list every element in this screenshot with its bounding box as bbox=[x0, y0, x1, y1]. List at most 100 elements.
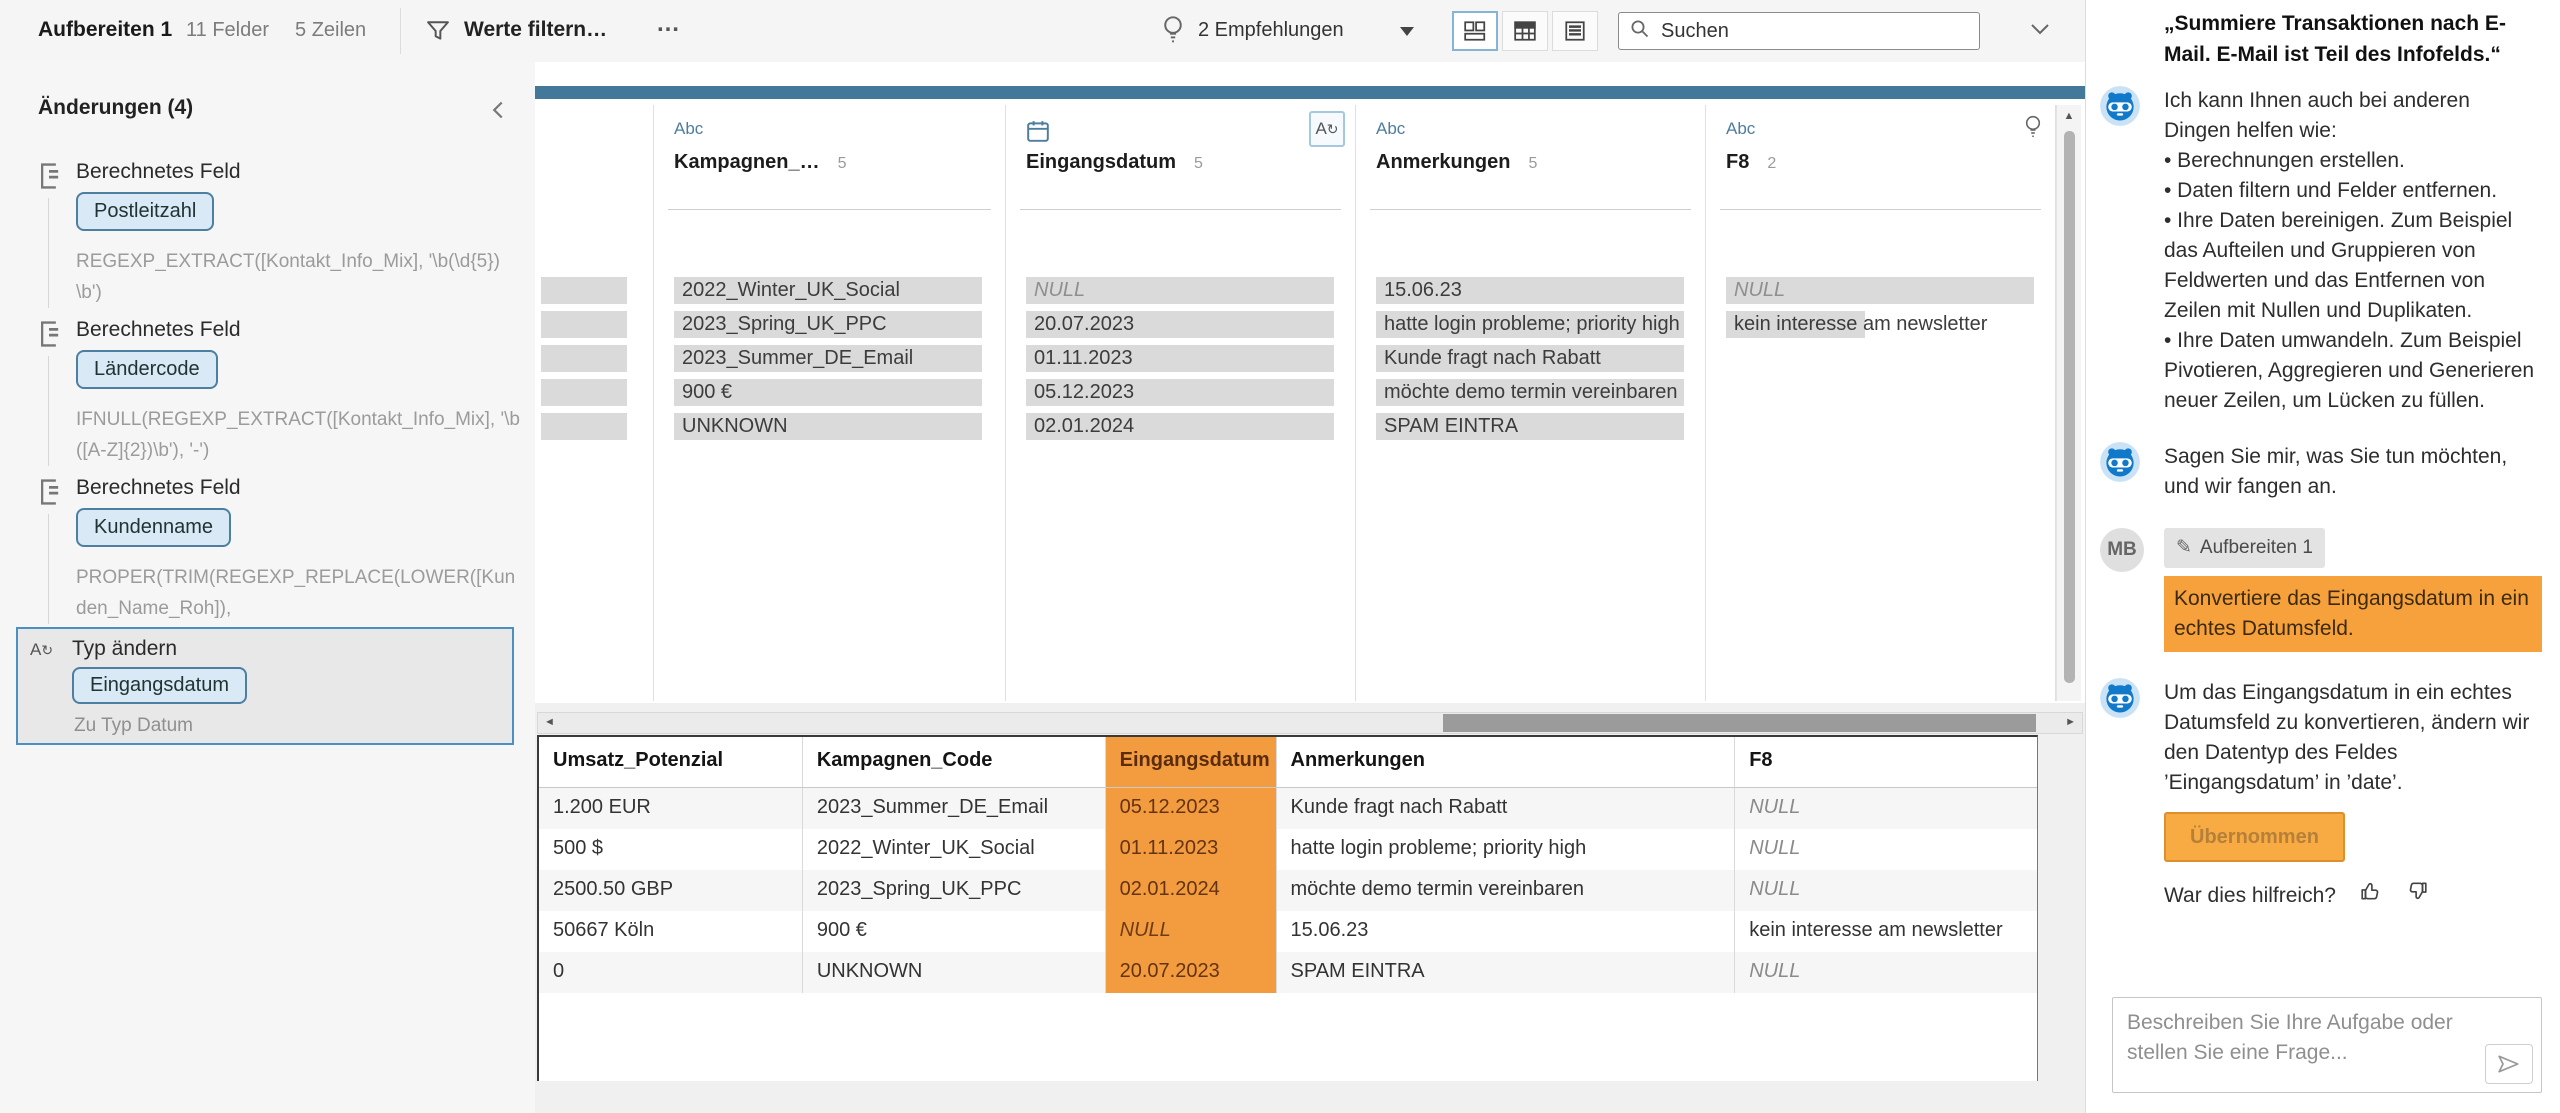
value-row[interactable]: hatte login probleme; priority high bbox=[1376, 311, 1684, 338]
value-row[interactable]: 2023_Summer_DE_Email bbox=[674, 345, 983, 372]
value-row[interactable]: UNKNOWN bbox=[674, 413, 983, 440]
profile-vertical-scrollbar[interactable]: ▲ bbox=[2056, 105, 2081, 701]
card-divider bbox=[668, 209, 991, 210]
value-row[interactable]: 2022_Winter_UK_Social bbox=[674, 277, 983, 304]
value-row[interactable] bbox=[541, 345, 627, 372]
distinct-count: 5 bbox=[1528, 155, 1538, 172]
scroll-left-arrow-icon[interactable]: ◄ bbox=[544, 716, 555, 728]
change-type-label: Berechnetes Feld bbox=[76, 160, 241, 183]
thumbs-down-icon[interactable] bbox=[2406, 880, 2428, 911]
grid-horizontal-scrollbar[interactable]: ◄ ► bbox=[537, 712, 2083, 734]
applied-button[interactable]: Übernommen bbox=[2164, 812, 2345, 862]
value-row[interactable]: 01.11.2023 bbox=[1026, 345, 1334, 372]
value-row[interactable]: 02.01.2024 bbox=[1026, 413, 1334, 440]
type-changed-badge[interactable]: A↻ bbox=[1309, 111, 1345, 147]
value-list: 15.06.23 hatte login probleme; priority h… bbox=[1376, 277, 1684, 447]
search-icon bbox=[1629, 18, 1651, 45]
value-row[interactable]: NULL bbox=[1026, 277, 1334, 304]
scroll-right-arrow-icon[interactable]: ► bbox=[2065, 716, 2076, 728]
chat-input[interactable]: Beschreiben Sie Ihre Aufgabe oder stelle… bbox=[2112, 997, 2542, 1093]
value-row[interactable] bbox=[541, 379, 627, 406]
collapse-panel-icon[interactable] bbox=[490, 100, 506, 125]
recommendations-bulb-icon bbox=[1160, 14, 1186, 51]
grid-row[interactable]: 50667 Köln 900 € NULL 15.06.23 kein interess… bbox=[539, 911, 2037, 952]
profile-horizontal-scrollbar[interactable] bbox=[535, 86, 2085, 99]
grid-cell: kein interesse am newsletter bbox=[1734, 911, 2037, 952]
string-type-icon[interactable]: Abc bbox=[1376, 119, 1406, 138]
value-row[interactable]: möchte demo termin vereinbaren bbox=[1376, 379, 1684, 406]
context-chip[interactable]: ✎ Aufbereiten 1 bbox=[2164, 528, 2325, 568]
grid-row[interactable]: 0 UNKNOWN 20.07.2023 SPAM EINTRA NULL bbox=[539, 952, 2037, 993]
value-row[interactable] bbox=[541, 311, 627, 338]
field-name[interactable]: Anmerkungen 5 bbox=[1376, 151, 1538, 173]
profile-card-partial bbox=[535, 105, 654, 701]
search-box[interactable]: Suchen bbox=[1618, 12, 1980, 50]
field-pill[interactable]: Ländercode bbox=[76, 350, 218, 389]
avatar-column bbox=[2100, 678, 2164, 911]
assistant-avatar-icon bbox=[2100, 678, 2140, 718]
collapse-toolbar-chevron-icon[interactable] bbox=[2028, 22, 2052, 43]
rows-count: 5 Zeilen bbox=[295, 19, 367, 41]
column-header-anmerkungen[interactable]: Anmerkungen bbox=[1275, 737, 1735, 787]
search-input[interactable]: Suchen bbox=[1661, 19, 1729, 42]
grid-row[interactable]: 500 $ 2022_Winter_UK_Social 01.11.2023 hatt… bbox=[539, 829, 2037, 870]
recommendation-bulb-icon[interactable] bbox=[2023, 113, 2043, 146]
column-header-f8[interactable]: F8 bbox=[1734, 737, 2037, 787]
column-header-kampagnen_code[interactable]: Kampagnen_Code bbox=[801, 737, 1105, 787]
change-item[interactable]: Berechnetes Feld Kundenname PROPER(TRIM(RE… bbox=[28, 476, 520, 628]
scrollbar-thumb[interactable] bbox=[2064, 131, 2075, 683]
value-row[interactable]: 15.06.23 bbox=[1376, 277, 1684, 304]
field-pill[interactable]: Postleitzahl bbox=[76, 192, 215, 231]
filter-values-button[interactable]: Werte filtern… bbox=[464, 18, 608, 41]
profile-card-anmerkungen: Abc Anmerkungen 5 15.06.23 hatte login probl… bbox=[1356, 105, 1706, 701]
value-bar bbox=[541, 345, 627, 372]
change-item[interactable]: Berechnetes Feld Ländercode IFNULL(REGEXP_… bbox=[28, 318, 520, 470]
field-pill[interactable]: Kundenname bbox=[76, 508, 231, 547]
change-item[interactable]: Berechnetes Feld Postleitzahl REGEXP_EXTRA… bbox=[28, 160, 520, 312]
scrollbar-thumb[interactable] bbox=[1443, 714, 2036, 732]
thumbs-up-icon[interactable] bbox=[2360, 880, 2382, 911]
column-header-umsatz_potenzial[interactable]: Umsatz_Potenzial bbox=[553, 749, 724, 771]
field-name[interactable]: Kampagnen_… 5 bbox=[674, 151, 847, 173]
field-pill[interactable]: Eingangsdatum bbox=[72, 667, 247, 704]
field-name[interactable]: F8 2 bbox=[1726, 151, 1777, 173]
calculated-field-icon bbox=[34, 318, 64, 355]
value-row[interactable]: 2023_Spring_UK_PPC bbox=[674, 311, 983, 338]
value-row[interactable] bbox=[541, 277, 627, 304]
value-row[interactable]: SPAM EINTRA bbox=[1376, 413, 1684, 440]
value-text: hatte login probleme; priority high bbox=[1384, 313, 1680, 335]
recommendations-caret-icon[interactable] bbox=[1400, 27, 1414, 36]
value-row[interactable]: Kunde fragt nach Rabatt bbox=[1376, 345, 1684, 372]
value-row[interactable]: 05.12.2023 bbox=[1026, 379, 1334, 406]
field-name[interactable]: Eingangsdatum 5 bbox=[1026, 151, 1203, 173]
string-type-icon[interactable]: Abc bbox=[674, 119, 704, 138]
change-item-selected[interactable]: A↻ Typ ändern Eingangsdatum Zu Typ Datum bbox=[16, 627, 514, 745]
grid-row[interactable]: 2500.50 GBP 2023_Spring_UK_PPC 02.01.2024 m… bbox=[539, 870, 2037, 911]
string-type-icon[interactable]: Abc bbox=[1726, 119, 1756, 138]
value-row[interactable]: NULL bbox=[1726, 277, 2034, 304]
value-text: 900 € bbox=[682, 381, 733, 403]
view-toggle-profile[interactable] bbox=[1452, 11, 1498, 51]
view-toggle-list[interactable] bbox=[1552, 11, 1598, 51]
chat-input-placeholder: Beschreiben Sie Ihre Aufgabe oder stelle… bbox=[2127, 1011, 2453, 1064]
card-divider bbox=[1020, 209, 1341, 210]
data-grid-pane: ◄ ► Umsatz_Potenzial Kampagnen_Code Eingan… bbox=[535, 703, 2085, 1113]
grid-row[interactable]: 1.200 EUR 2023_Summer_DE_Email 05.12.2023 K… bbox=[539, 788, 2037, 829]
date-type-icon[interactable] bbox=[1026, 119, 1050, 148]
send-button[interactable] bbox=[2485, 1044, 2533, 1084]
grid-cell: 15.06.23 bbox=[1275, 911, 1735, 952]
toolbar-divider bbox=[400, 8, 401, 54]
value-row[interactable]: 900 € bbox=[674, 379, 983, 406]
scroll-up-arrow-icon[interactable]: ▲ bbox=[2063, 110, 2075, 122]
value-row[interactable] bbox=[541, 413, 627, 440]
view-toggle-grid[interactable] bbox=[1502, 11, 1548, 51]
recommendations-button[interactable]: 2 Empfehlungen bbox=[1198, 19, 1344, 41]
more-options-button[interactable]: … bbox=[656, 10, 682, 37]
value-list: 2022_Winter_UK_Social 2023_Spring_UK_PPC 2… bbox=[674, 277, 983, 447]
value-row[interactable]: kein interesse am newsletter bbox=[1726, 311, 2033, 338]
changes-panel: Änderungen (4) Berechnetes Feld Postleitz… bbox=[0, 62, 536, 1113]
value-bar bbox=[674, 277, 982, 304]
pencil-icon: ✎ bbox=[2176, 537, 2192, 558]
column-header-eingangsdatum[interactable]: Eingangsdatum bbox=[1104, 737, 1276, 787]
value-row[interactable]: 20.07.2023 bbox=[1026, 311, 1334, 338]
